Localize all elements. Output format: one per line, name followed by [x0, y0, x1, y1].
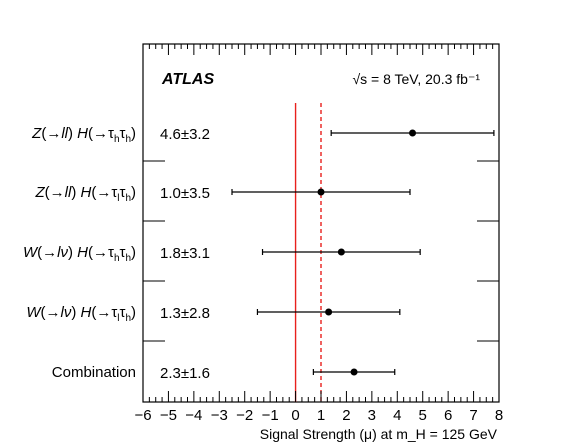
- row-value-text: 4.6±3.2: [160, 126, 210, 143]
- data-point: [325, 308, 333, 316]
- data-point: [409, 129, 417, 137]
- row-2: Z(→ll) H(→τlτh) 1.0±3.5: [34, 184, 411, 204]
- x-tick-label: 4: [393, 407, 401, 424]
- row-5: Combination 2.3±1.6: [52, 364, 396, 382]
- measurement-rows: Z(→ll) H(→τhτh) 4.6±3.2 Z(→ll) H(→τlτh) 1.0…: [23, 125, 495, 382]
- experiment-label: ATLAS: [161, 71, 214, 88]
- row-label: Z(→ll) H(→τlτh): [34, 184, 136, 204]
- row-3: W(→lν) H(→τhτh) 1.8±3.1: [23, 244, 421, 264]
- x-tick-label: 5: [419, 407, 427, 424]
- x-tick-label: −4: [185, 407, 202, 424]
- row-value-text: 1.8±3.1: [160, 245, 210, 262]
- x-tick-label: 0: [291, 407, 299, 424]
- x-tick-label: −5: [160, 407, 177, 424]
- row-label: Z(→ll) H(→τhτh): [31, 125, 136, 145]
- data-point: [317, 188, 325, 196]
- x-axis-label: Signal Strength (μ) at m_H = 125 GeV: [260, 426, 498, 442]
- x-tick-label: −1: [262, 407, 279, 424]
- x-tick-label: 1: [317, 407, 325, 424]
- row-1: Z(→ll) H(→τhτh) 4.6±3.2: [31, 125, 495, 145]
- x-tick-label: 3: [368, 407, 376, 424]
- x-tick-label: 8: [495, 407, 503, 424]
- x-axis: −6 −5 −4 −3 −2 −1 0 1 2 3 4 5 6 7 8: [134, 44, 503, 424]
- x-tick-label: −2: [236, 407, 253, 424]
- row-4: W(→lν) H(→τlτh) 1.3±2.8: [26, 304, 401, 324]
- x-tick-label: −3: [211, 407, 228, 424]
- row-value-text: 2.3±1.6: [160, 365, 210, 382]
- row-label: W(→lν) H(→τhτh): [23, 244, 136, 264]
- x-tick-label: 7: [469, 407, 477, 424]
- x-tick-label: 6: [444, 407, 452, 424]
- x-tick-label: −6: [134, 407, 151, 424]
- data-point: [337, 248, 345, 256]
- row-label: W(→lν) H(→τlτh): [26, 304, 136, 324]
- row-label: Combination: [52, 364, 136, 381]
- data-point: [350, 368, 358, 376]
- row-separator-ticks: [143, 160, 499, 342]
- row-value-text: 1.0±3.5: [160, 185, 210, 202]
- energy-label: √s = 8 TeV, 20.3 fb⁻¹: [352, 71, 480, 87]
- x-tick-label: 2: [342, 407, 350, 424]
- row-value-text: 1.3±2.8: [160, 305, 210, 322]
